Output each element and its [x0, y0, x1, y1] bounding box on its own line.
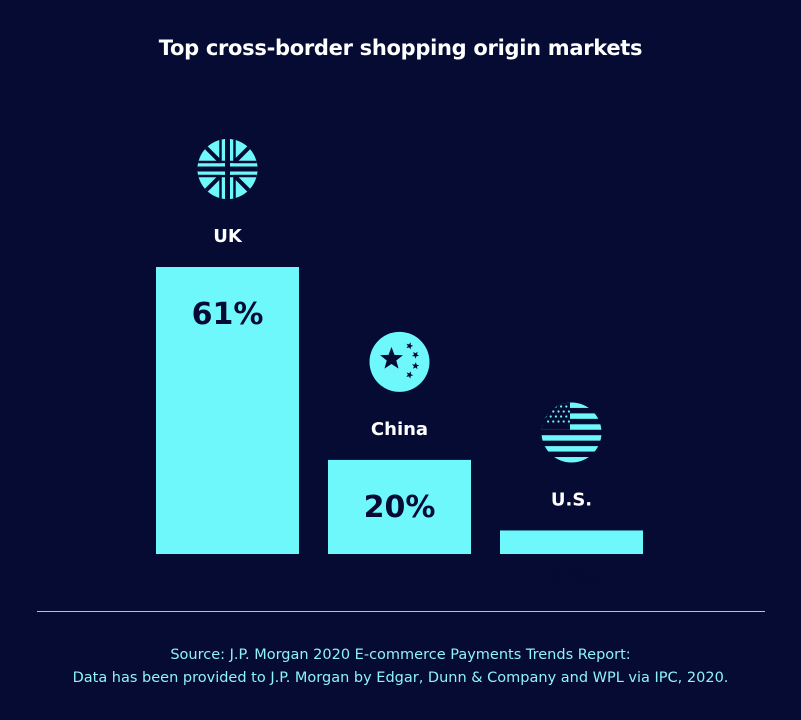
value-label: 20% — [364, 490, 436, 525]
bar-chart: 61% UK 20% China 5% U.S. — [156, 139, 643, 595]
uk-flag-icon — [197, 139, 258, 199]
bar-us — [500, 530, 643, 554]
us-flag-icon — [541, 402, 602, 463]
divider — [37, 611, 765, 612]
china-flag-icon — [369, 331, 430, 392]
value-label: 5% — [546, 560, 597, 595]
source-line-2: Data has been provided to J.P. Morgan by… — [72, 670, 729, 686]
source-note: Source: J.P. Morgan 2020 E-commerce Paym… — [0, 644, 801, 690]
category-label: U.S. — [551, 489, 592, 510]
chart-title: Top cross-border shopping origin markets — [158, 36, 643, 60]
value-label: 61% — [192, 297, 264, 332]
category-label: UK — [213, 226, 243, 247]
source-line-1: Source: J.P. Morgan 2020 E-commerce Paym… — [170, 647, 631, 663]
bar-china — [328, 459, 471, 554]
category-label: China — [371, 419, 428, 440]
bar-uk — [156, 267, 299, 554]
